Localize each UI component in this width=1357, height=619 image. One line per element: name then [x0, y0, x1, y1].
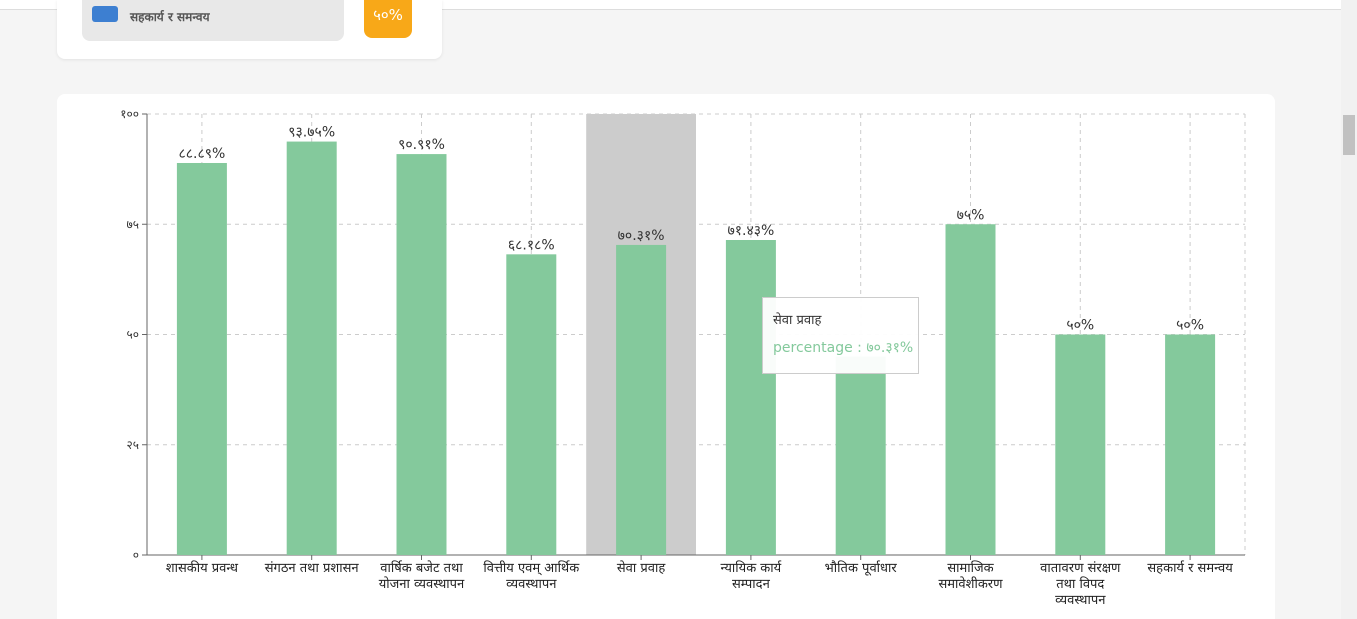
y-tick-label: ० — [133, 548, 139, 562]
bar — [176, 162, 227, 555]
bar — [616, 244, 667, 555]
value-label: ५०% — [1176, 318, 1204, 334]
value-label: ८८.८९% — [178, 146, 225, 162]
summary-item[interactable]: सहकार्य र समन्वय — [82, 0, 344, 41]
tooltip-title: सेवा प्रवाह — [773, 313, 822, 328]
x-tick-label: सहकार्य र समन्वय — [1147, 561, 1233, 576]
icon — [92, 6, 118, 22]
y-tick-label: ५० — [127, 328, 139, 342]
x-tick-label: वातावरण संरक्षण तथा विपद व्यवस्थापन — [1040, 561, 1121, 608]
value-label: ७०.३१% — [618, 228, 665, 244]
x-tick-label: शासकीय प्रवन्ध — [165, 561, 239, 576]
value-label: ७१.४३% — [727, 223, 774, 239]
x-tick-label: वार्षिक बजेट तथा योजना व्यवस्थापन — [378, 561, 465, 592]
y-tick-label: २५ — [127, 438, 139, 452]
x-tick-label: भौतिक पूर्वाधार — [824, 561, 897, 576]
bar — [286, 141, 337, 555]
x-tick-label: सेवा प्रवाह — [616, 561, 666, 576]
value-label: ९०.९१% — [398, 137, 445, 153]
value-label: ५०% — [1066, 318, 1094, 334]
bar — [506, 254, 557, 555]
scrollbar-thumb[interactable] — [1343, 115, 1355, 155]
x-tick-label: वित्तीय एवम् आर्थिक व्यवस्थापन — [483, 561, 580, 592]
y-tick-label: १०० — [120, 107, 139, 121]
bar — [1055, 334, 1106, 555]
bar — [835, 356, 886, 555]
x-tick-label: न्यायिक कार्य सम्पादन — [720, 561, 782, 592]
x-tick-label: सामाजिक समावेशीकरण — [938, 561, 1003, 592]
tooltip: सेवा प्रवाह percentage : ७०.३१% — [762, 297, 919, 374]
y-tick-label: ७५ — [127, 217, 139, 231]
bar — [396, 154, 447, 555]
bar — [1165, 334, 1216, 555]
tooltip-text: percentage : ७०.३१% — [773, 340, 914, 356]
badge: ५०% — [364, 0, 412, 38]
value-label: ६८.१८% — [508, 237, 555, 253]
bar — [725, 239, 776, 555]
x-tick-label: संगठन तथा प्रशासन — [264, 561, 359, 576]
scrollbar — [1341, 0, 1357, 619]
summary-card: सहकार्य र समन्वय ५०% — [57, 0, 442, 59]
value-label: ७५% — [957, 207, 985, 223]
top-bar — [0, 0, 1341, 10]
bar — [945, 224, 996, 555]
summary-title: सहकार्य र समन्वय — [130, 10, 210, 24]
value-label: ९३.७५% — [288, 125, 335, 141]
